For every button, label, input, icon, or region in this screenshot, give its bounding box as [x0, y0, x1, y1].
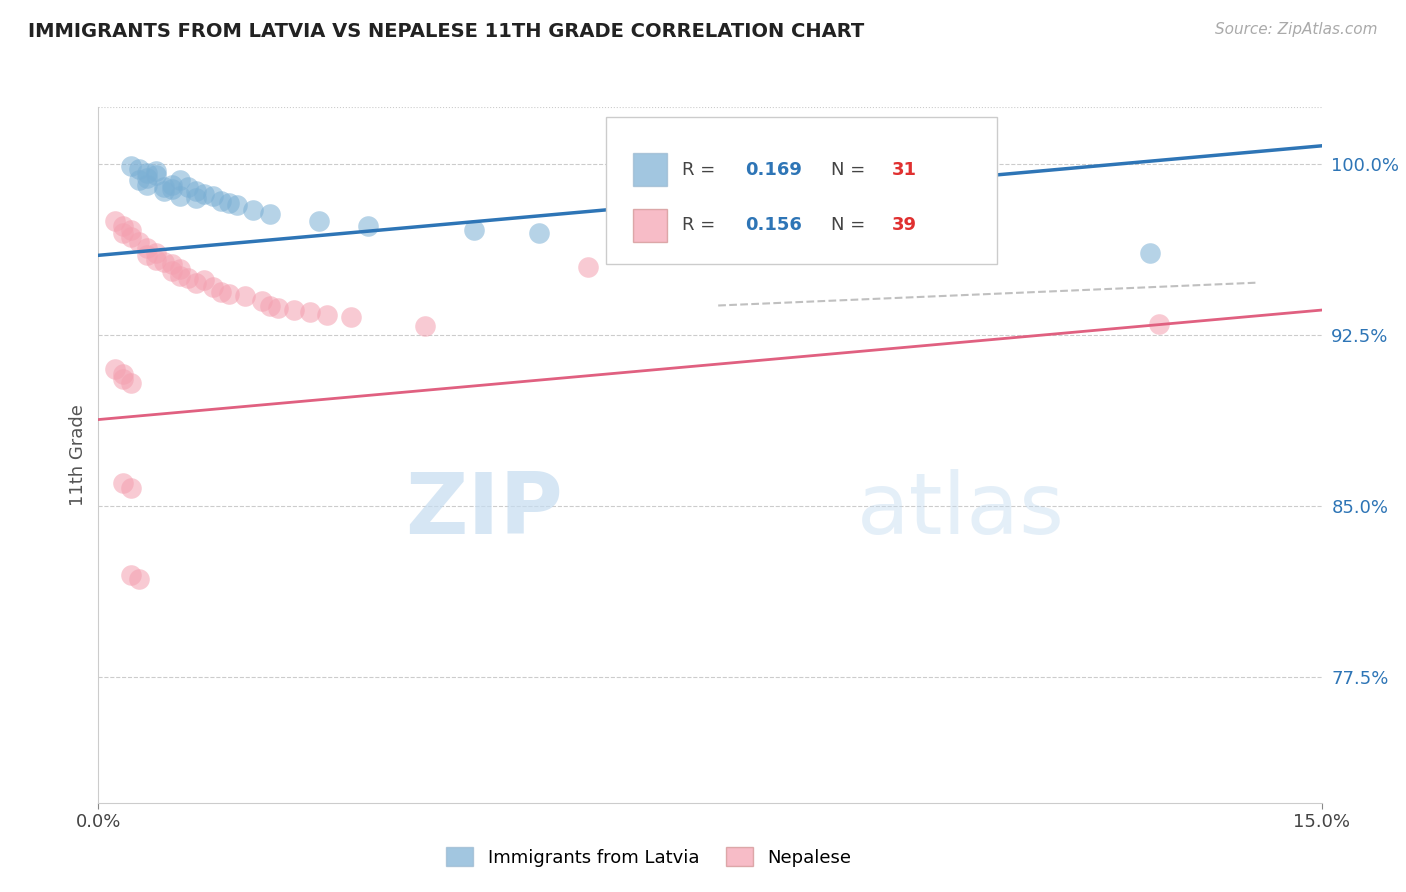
Point: [120, 159, 142, 173]
Point: [576, 260, 599, 274]
Point: [340, 310, 363, 324]
Point: [111, 371, 134, 385]
Point: [177, 271, 200, 285]
Point: [136, 166, 159, 180]
Point: [120, 376, 142, 390]
Point: [128, 161, 150, 176]
Legend: Immigrants from Latvia, Nepalese: Immigrants from Latvia, Nepalese: [439, 840, 859, 874]
Point: [136, 242, 159, 256]
Point: [136, 170, 159, 185]
Point: [111, 219, 134, 233]
Point: [218, 195, 240, 210]
Point: [160, 257, 183, 271]
Text: N =: N =: [831, 217, 872, 235]
Point: [128, 235, 150, 249]
Point: [111, 476, 134, 491]
Point: [136, 248, 159, 262]
Text: N =: N =: [831, 161, 872, 178]
Point: [233, 289, 256, 303]
Point: [201, 280, 224, 294]
Point: [145, 246, 167, 260]
Point: [226, 198, 249, 212]
Point: [186, 191, 208, 205]
Text: 0.169: 0.169: [745, 161, 803, 178]
Point: [145, 164, 167, 178]
Point: [193, 273, 215, 287]
Y-axis label: 11th Grade: 11th Grade: [69, 404, 87, 506]
Point: [145, 252, 167, 267]
Point: [160, 264, 183, 278]
Text: 39: 39: [893, 217, 917, 235]
Point: [250, 293, 273, 308]
Point: [128, 173, 150, 187]
Point: [120, 567, 142, 582]
Point: [903, 236, 925, 251]
Point: [259, 207, 281, 221]
Text: atlas: atlas: [856, 469, 1064, 552]
Text: R =: R =: [682, 161, 721, 178]
Point: [177, 180, 200, 194]
Point: [152, 180, 174, 194]
Point: [1147, 317, 1170, 331]
Point: [160, 178, 183, 192]
Point: [315, 308, 337, 322]
Point: [128, 572, 150, 586]
Point: [152, 255, 174, 269]
Point: [299, 305, 322, 319]
Point: [160, 182, 183, 196]
FancyBboxPatch shape: [606, 118, 997, 264]
Point: [120, 230, 142, 244]
Point: [120, 223, 142, 237]
Point: [413, 319, 436, 334]
Text: R =: R =: [682, 217, 721, 235]
Point: [169, 173, 191, 187]
FancyBboxPatch shape: [633, 153, 668, 186]
Point: [308, 214, 330, 228]
Point: [169, 268, 191, 283]
Point: [356, 219, 378, 233]
Point: [186, 185, 208, 199]
Point: [120, 481, 142, 495]
Point: [193, 186, 215, 201]
Point: [169, 189, 191, 203]
Text: IMMIGRANTS FROM LATVIA VS NEPALESE 11TH GRADE CORRELATION CHART: IMMIGRANTS FROM LATVIA VS NEPALESE 11TH …: [28, 22, 865, 41]
Point: [145, 169, 167, 183]
Point: [267, 301, 290, 315]
Point: [111, 226, 134, 240]
FancyBboxPatch shape: [633, 209, 668, 242]
Point: [218, 287, 240, 301]
Point: [201, 189, 224, 203]
Point: [136, 178, 159, 192]
Point: [209, 285, 232, 299]
Text: Source: ZipAtlas.com: Source: ZipAtlas.com: [1215, 22, 1378, 37]
Point: [283, 303, 305, 318]
Point: [1139, 246, 1161, 260]
Point: [463, 223, 485, 237]
Text: 31: 31: [893, 161, 917, 178]
Point: [209, 194, 232, 208]
Point: [111, 367, 134, 381]
Point: [186, 276, 208, 290]
Point: [707, 230, 730, 244]
Point: [104, 362, 127, 376]
Point: [242, 202, 264, 217]
Point: [527, 226, 550, 240]
Point: [104, 214, 127, 228]
Text: ZIP: ZIP: [405, 469, 564, 552]
Point: [152, 185, 174, 199]
Text: 0.156: 0.156: [745, 217, 803, 235]
Point: [169, 262, 191, 277]
Point: [259, 298, 281, 312]
